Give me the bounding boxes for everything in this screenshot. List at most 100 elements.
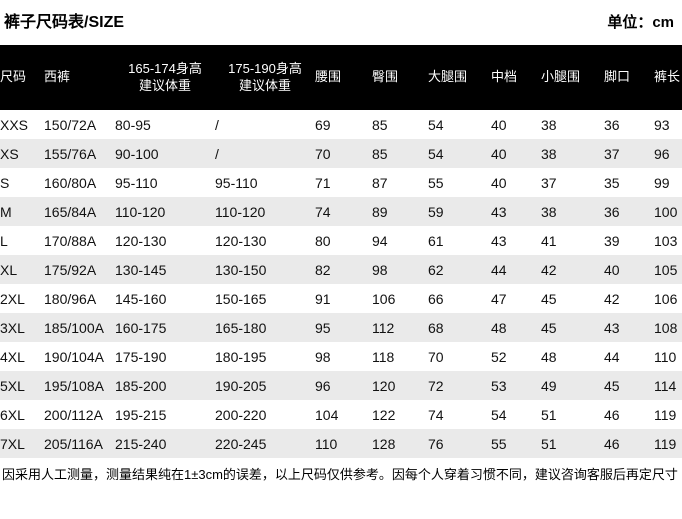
cell-weight-175-190: 200-220 [215, 406, 267, 423]
cell-hip: 85 [372, 116, 388, 133]
cell-pants: 165/84A [44, 203, 97, 220]
cell-waist: 82 [315, 261, 331, 278]
cell-size: XL [0, 261, 18, 278]
table-row: S 160/80A 95-110 95-110 71 87 55 40 37 35 99 [0, 168, 682, 197]
cell-waist: 104 [315, 406, 339, 423]
cell-crotch: 55 [491, 435, 507, 452]
cell-size: M [0, 203, 12, 220]
cell-thigh: 54 [428, 116, 444, 133]
column-header-weight-175-190-line2: 建议体重 [238, 77, 291, 93]
cell-length: 93 [654, 116, 670, 133]
column-header-weight-165-174-line1: 165-174身高 [128, 61, 202, 77]
column-header-hip: 臀围 [372, 45, 428, 110]
cell-pants: 160/80A [44, 174, 97, 191]
column-header-weight-175-190-line1: 175-190身高 [228, 61, 302, 77]
table-row: 2XL 180/96A 145-160 150-165 91 106 66 47 45 42 106 [0, 284, 682, 313]
cell-pants: 150/72A [44, 116, 97, 133]
cell-hip: 98 [372, 261, 388, 278]
cell-cuff: 46 [604, 406, 620, 423]
cell-crotch: 43 [491, 203, 507, 220]
cell-weight-175-190: 165-180 [215, 319, 267, 336]
cell-length: 100 [654, 203, 678, 220]
cell-weight-175-190: 95-110 [215, 174, 258, 191]
cell-pants: 195/108A [44, 377, 104, 394]
column-header-waist-label: 腰围 [315, 69, 342, 85]
column-header-thigh-label: 大腿围 [428, 69, 468, 85]
cell-cuff: 36 [604, 203, 620, 220]
cell-crotch: 44 [491, 261, 507, 278]
cell-waist: 70 [315, 145, 331, 162]
cell-calf: 38 [541, 116, 557, 133]
cell-pants: 175/92A [44, 261, 97, 278]
cell-calf: 49 [541, 377, 557, 394]
cell-pants: 190/104A [44, 348, 104, 365]
cell-length: 105 [654, 261, 678, 278]
cell-thigh: 66 [428, 290, 444, 307]
cell-weight-165-174: 95-110 [115, 174, 158, 191]
cell-pants: 205/116A [44, 435, 103, 452]
page-title: 裤子尺码表/SIZE [4, 13, 125, 31]
cell-calf: 38 [541, 203, 557, 220]
cell-waist: 80 [315, 232, 331, 249]
column-header-waist: 腰围 [315, 45, 372, 110]
table-row: L 170/88A 120-130 120-130 80 94 61 43 41 39 103 [0, 226, 682, 255]
cell-waist: 110 [315, 435, 338, 452]
cell-calf: 51 [541, 406, 557, 423]
cell-calf: 51 [541, 435, 557, 452]
cell-size: 3XL [0, 319, 25, 336]
cell-thigh: 74 [428, 406, 444, 423]
cell-length: 103 [654, 232, 678, 249]
cell-length: 119 [654, 406, 677, 423]
cell-calf: 42 [541, 261, 557, 278]
cell-crotch: 52 [491, 348, 507, 365]
cell-waist: 71 [315, 174, 331, 191]
cell-size: S [0, 174, 10, 191]
cell-cuff: 43 [604, 319, 620, 336]
cell-cuff: 40 [604, 261, 620, 278]
cell-size: XS [0, 145, 19, 162]
cell-size: XXS [0, 116, 29, 133]
column-header-weight-165-174-line2: 建议体重 [138, 77, 191, 93]
cell-weight-175-190: / [215, 116, 219, 133]
table-body: XXS 150/72A 80-95 / 69 85 54 40 38 36 93 XS 155/76A 9… [0, 110, 682, 458]
cell-length: 99 [654, 174, 670, 191]
column-header-cuff-label: 脚口 [604, 69, 631, 85]
column-header-thigh: 大腿围 [428, 45, 491, 110]
cell-weight-175-190: 120-130 [215, 232, 267, 249]
table-row: XXS 150/72A 80-95 / 69 85 54 40 38 36 93 [0, 110, 682, 139]
cell-size: 5XL [0, 377, 25, 394]
column-header-weight-175-190: 175-190身高 建议体重 [215, 45, 315, 110]
cell-length: 114 [654, 377, 677, 394]
cell-hip: 118 [372, 348, 395, 365]
cell-crotch: 40 [491, 174, 507, 191]
table-row: 3XL 185/100A 160-175 165-180 95 112 68 48 45 43 10… [0, 313, 682, 342]
cell-size: 2XL [0, 290, 25, 307]
cell-size: 6XL [0, 406, 25, 423]
cell-weight-175-190: 180-195 [215, 348, 267, 365]
cell-waist: 98 [315, 348, 331, 365]
cell-thigh: 59 [428, 203, 444, 220]
cell-crotch: 48 [491, 319, 507, 336]
cell-length: 96 [654, 145, 670, 162]
column-header-cuff: 脚口 [604, 45, 654, 110]
column-header-size: 尺码 [0, 45, 44, 110]
cell-crotch: 47 [491, 290, 507, 307]
cell-length: 110 [654, 348, 677, 365]
cell-weight-165-174: 185-200 [115, 377, 167, 394]
cell-hip: 94 [372, 232, 388, 249]
cell-pants: 170/88A [44, 232, 97, 249]
cell-pants: 180/96A [44, 290, 97, 307]
cell-thigh: 55 [428, 174, 444, 191]
cell-weight-175-190: 190-205 [215, 377, 267, 394]
cell-calf: 37 [541, 174, 557, 191]
cell-pants: 185/100A [44, 319, 104, 336]
cell-calf: 45 [541, 290, 557, 307]
cell-hip: 106 [372, 290, 396, 307]
table-row: 4XL 190/104A 175-190 180-195 98 118 70 52 48 44 11… [0, 342, 682, 371]
cell-crotch: 43 [491, 232, 507, 249]
cell-weight-175-190: 130-150 [215, 261, 267, 278]
cell-calf: 48 [541, 348, 557, 365]
table-row: 6XL 200/112A 195-215 200-220 104 122 74 54 51 46 1… [0, 400, 682, 429]
cell-thigh: 72 [428, 377, 444, 394]
column-header-weight-165-174: 165-174身高 建议体重 [115, 45, 215, 110]
